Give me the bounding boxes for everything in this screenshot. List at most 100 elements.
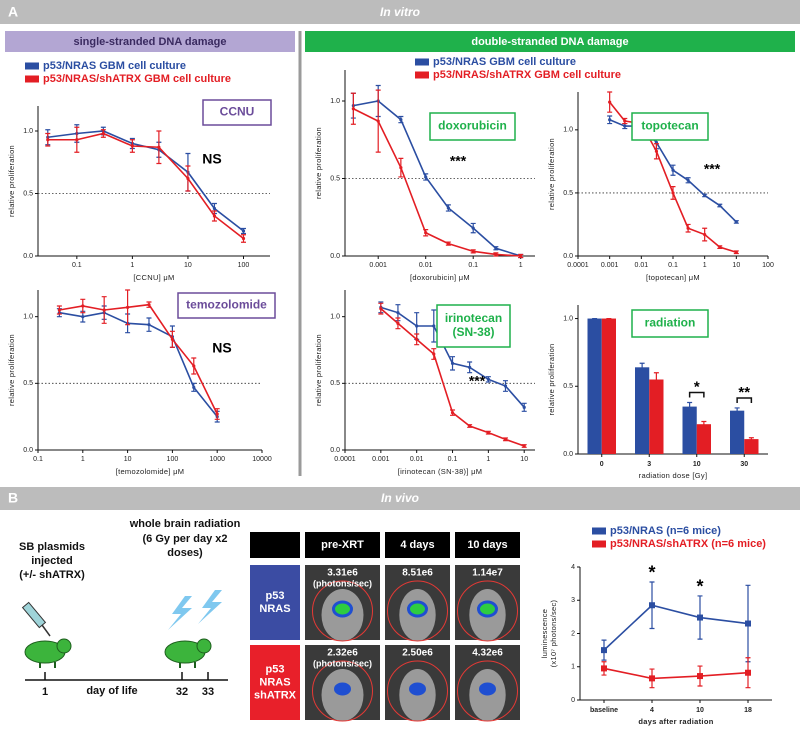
point	[494, 252, 498, 257]
imaging-column-header	[305, 532, 380, 558]
drug-label-box	[429, 112, 516, 141]
error-bar	[734, 407, 740, 414]
imaging-row-label: NRAS	[259, 603, 290, 615]
x-tick-label: 0.01	[419, 262, 433, 269]
point	[446, 206, 450, 210]
panel-title: In vivo	[381, 491, 419, 505]
y-tick-label: 0.5	[23, 190, 33, 197]
imaging-unit: (photons/sec)	[313, 578, 372, 588]
point	[81, 315, 85, 319]
drug-label: radiation	[645, 316, 696, 330]
x-axis-label: [doxorubicin] μM	[410, 273, 470, 282]
imaging-corner	[250, 532, 300, 558]
annotation: ***	[450, 153, 467, 169]
point	[147, 323, 151, 327]
point	[703, 193, 707, 198]
y-axis-label: relative proliferation	[314, 127, 323, 199]
right-header	[305, 31, 795, 52]
point	[376, 119, 380, 123]
x-tick-label: 0.001	[372, 456, 390, 463]
imaging-roi	[457, 660, 518, 722]
point	[157, 145, 161, 149]
series-line	[603, 604, 749, 651]
panel-a-header	[0, 0, 800, 24]
error-bar	[687, 401, 693, 412]
point	[46, 138, 50, 142]
x-tick-label: 100	[167, 456, 179, 463]
point	[468, 424, 472, 428]
bar	[587, 318, 602, 454]
drug-label-box	[631, 309, 709, 338]
point	[468, 365, 472, 369]
significance-label: *	[696, 577, 703, 597]
significance-label: *	[694, 378, 700, 395]
x-tick-label: 3	[647, 461, 651, 468]
y-tick-label: 1.0	[330, 314, 340, 321]
y-axis-label: relative proliferation	[547, 138, 556, 210]
y-tick-label: 3	[571, 597, 575, 604]
point	[432, 324, 436, 328]
timeline: SB plasmids injected (+/- shATRX) whole …	[19, 518, 241, 698]
drug-label-box	[631, 112, 709, 141]
x-tick-label: 4	[650, 707, 654, 714]
mouse	[56, 638, 72, 654]
imaging-column-label: pre-XRT	[321, 539, 364, 551]
imaging-signal	[477, 600, 498, 618]
point	[241, 229, 246, 233]
imaging-roi	[387, 580, 448, 642]
lightning	[198, 590, 222, 624]
annotation: NS	[202, 151, 221, 167]
y-tick-label: 1.0	[563, 127, 573, 134]
imaging-column-label: 4 days	[400, 539, 434, 551]
y-tick-label: 0.0	[23, 447, 33, 454]
x-tick-label: 1	[486, 456, 490, 463]
legend-swatch	[25, 62, 39, 70]
point	[446, 242, 450, 246]
drug-label: (SN-38)	[452, 325, 494, 339]
point	[718, 245, 722, 249]
legend-label: p53/NRAS/shATRX (n=6 mice)	[610, 538, 766, 550]
y-tick-label: 0.0	[563, 253, 573, 260]
y-tick-label: 0	[571, 697, 575, 704]
point	[81, 304, 85, 308]
annotation: ***	[469, 373, 486, 389]
drug-label: temozolomide	[186, 298, 267, 312]
point	[745, 669, 751, 676]
point	[471, 226, 475, 230]
point	[75, 138, 79, 142]
y-tick-label: 0.5	[330, 175, 340, 182]
imaging-row-label: p53	[266, 590, 285, 602]
point	[450, 411, 455, 415]
x-tick-label: 0.001	[601, 262, 619, 269]
bar	[649, 379, 664, 454]
imaging-row-header	[250, 565, 300, 640]
y-tick-label: 0.0	[23, 253, 33, 260]
imaging-roi	[387, 660, 448, 722]
bar	[744, 439, 759, 454]
radiation-text: doses)	[167, 547, 203, 559]
x-tick-label: 0.01	[410, 456, 424, 463]
point	[486, 377, 490, 381]
point	[396, 311, 400, 315]
series-line	[353, 108, 521, 257]
x-tick-label: 30	[740, 461, 748, 468]
point	[745, 620, 751, 627]
point	[424, 231, 428, 235]
imaging-row-label: NRAS	[259, 676, 290, 688]
point	[424, 175, 428, 179]
legend-swatch	[415, 58, 429, 66]
x-tick-label: 18	[744, 707, 752, 714]
imaging-column-header	[455, 532, 520, 558]
point	[147, 303, 151, 307]
legend-swatch	[592, 540, 606, 548]
y-axis-label: relative proliferation	[7, 334, 16, 406]
x-axis-label: [topotecan] μM	[646, 273, 700, 282]
point	[703, 232, 707, 237]
error-bar	[653, 372, 659, 387]
y-axis-label: luminescence	[540, 609, 549, 658]
point	[654, 149, 659, 153]
y-tick-label: 2	[571, 630, 575, 637]
x-tick-label: 1	[81, 456, 85, 463]
panel-b-header	[0, 487, 800, 510]
imaging-column-header	[385, 532, 450, 558]
